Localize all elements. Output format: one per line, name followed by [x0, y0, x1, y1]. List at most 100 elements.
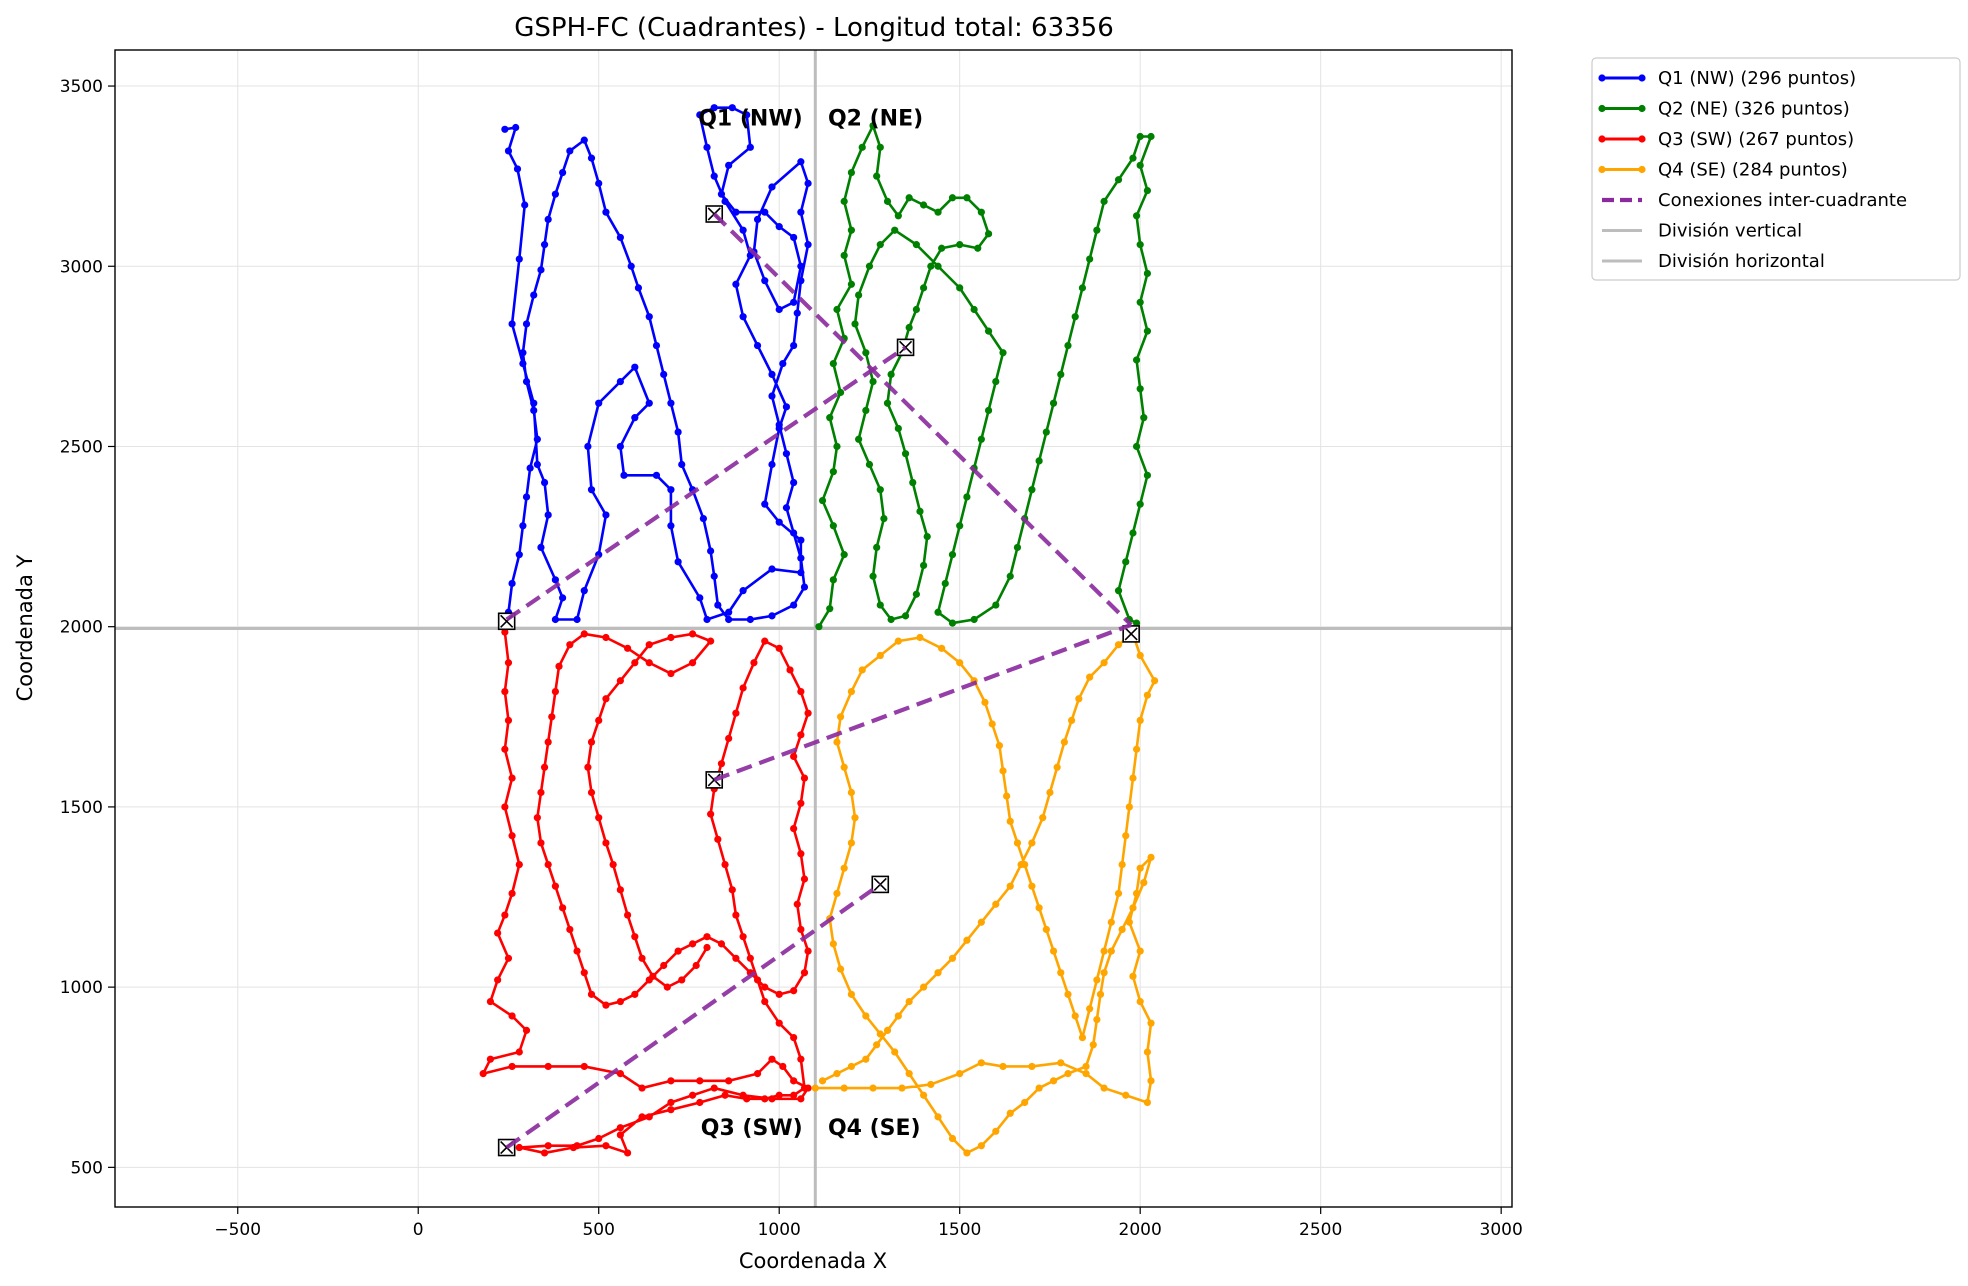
- data-point: [595, 179, 603, 187]
- data-point: [1143, 1048, 1152, 1056]
- data-point: [790, 601, 798, 609]
- data-point: [616, 677, 624, 685]
- legend-entry: Q4 (SE) (284 puntos): [1598, 160, 1848, 181]
- chart-title: GSPH-FC (Cuadrantes) - Longitud total: 6…: [514, 13, 1114, 43]
- data-point: [1100, 1084, 1108, 1092]
- data-point: [797, 1095, 805, 1103]
- data-point: [753, 341, 762, 350]
- data-point: [609, 860, 617, 869]
- data-point: [1093, 976, 1101, 984]
- data-point: [761, 208, 769, 216]
- data-point: [847, 1062, 856, 1071]
- data-point: [501, 628, 509, 636]
- data-point: [1147, 853, 1155, 861]
- data-point: [725, 734, 733, 743]
- data-point: [479, 1070, 487, 1078]
- data-point: [544, 738, 552, 746]
- data-point: [703, 615, 711, 624]
- connection-line: [713, 622, 1132, 782]
- data-point: [858, 143, 866, 151]
- data-point: [992, 900, 1000, 908]
- data-point: [746, 954, 754, 962]
- data-point: [548, 713, 556, 721]
- data-point: [1082, 1062, 1090, 1071]
- data-point: [761, 277, 769, 285]
- data-point: [504, 659, 513, 667]
- data-point: [667, 1106, 675, 1114]
- data-point: [793, 309, 801, 317]
- data-point: [1017, 860, 1025, 869]
- data-point: [1132, 212, 1141, 220]
- data-point: [919, 983, 928, 991]
- data-point: [858, 666, 866, 674]
- data-point: [974, 244, 982, 252]
- data-point: [504, 954, 513, 962]
- legend-label: Conexiones inter-cuadrante: [1658, 190, 1907, 211]
- data-point: [1057, 1059, 1065, 1067]
- data-point: [804, 709, 812, 717]
- legend-marker: [1638, 104, 1646, 113]
- data-point: [1093, 226, 1101, 234]
- data-point: [688, 630, 697, 638]
- data-point: [956, 659, 964, 667]
- data-point: [537, 839, 545, 847]
- data-point: [977, 208, 985, 216]
- legend-marker: [1598, 135, 1606, 143]
- data-point: [551, 190, 559, 198]
- data-point: [602, 695, 610, 703]
- data-point: [1060, 738, 1068, 746]
- data-point: [1136, 997, 1144, 1006]
- data-point: [768, 370, 776, 378]
- data-point: [580, 969, 588, 977]
- y-tick-label: 3500: [60, 77, 103, 97]
- data-point: [1114, 641, 1123, 649]
- data-point: [1100, 947, 1108, 955]
- data-point: [909, 478, 917, 487]
- data-point: [1064, 1070, 1072, 1078]
- data-point: [1086, 1005, 1094, 1013]
- data-point: [912, 305, 920, 314]
- data-point: [876, 143, 884, 151]
- data-point: [1046, 788, 1054, 797]
- data-point: [1136, 947, 1144, 955]
- data-point: [559, 594, 567, 602]
- data-point: [847, 280, 856, 288]
- data-point: [551, 615, 559, 624]
- data-point: [1136, 132, 1144, 141]
- data-point: [631, 659, 639, 667]
- data-point: [923, 532, 931, 541]
- data-point: [504, 147, 513, 155]
- data-point: [883, 1026, 892, 1034]
- data-point: [934, 208, 942, 216]
- data-point: [1118, 860, 1126, 869]
- data-point: [912, 590, 920, 598]
- data-point: [739, 933, 747, 941]
- legend-entry: Conexiones inter-cuadrante: [1602, 190, 1907, 211]
- data-point: [1114, 176, 1123, 184]
- data-point: [956, 241, 964, 249]
- legend-entry: Q1 (NW) (296 puntos): [1598, 68, 1856, 89]
- data-point: [963, 936, 971, 944]
- data-point: [800, 969, 809, 977]
- data-point: [501, 687, 509, 696]
- data-point: [1129, 972, 1137, 980]
- data-point: [1042, 428, 1050, 436]
- data-point: [631, 990, 639, 998]
- data-point: [970, 305, 978, 314]
- data-point: [652, 471, 661, 479]
- legend-label: Q2 (NE) (326 puntos): [1658, 99, 1850, 120]
- data-point: [602, 1001, 610, 1009]
- data-point: [851, 320, 859, 328]
- data-point: [515, 551, 523, 559]
- data-point: [934, 262, 942, 270]
- legend-entry: División horizontal: [1602, 251, 1825, 272]
- legend-entry: División vertical: [1602, 221, 1802, 242]
- y-tick-label: 1000: [60, 978, 103, 998]
- data-point: [537, 543, 545, 552]
- data-point: [829, 522, 837, 530]
- data-point: [790, 1091, 798, 1099]
- data-point: [522, 320, 531, 328]
- data-point: [519, 522, 527, 530]
- data-point: [616, 997, 624, 1006]
- data-point: [948, 194, 957, 202]
